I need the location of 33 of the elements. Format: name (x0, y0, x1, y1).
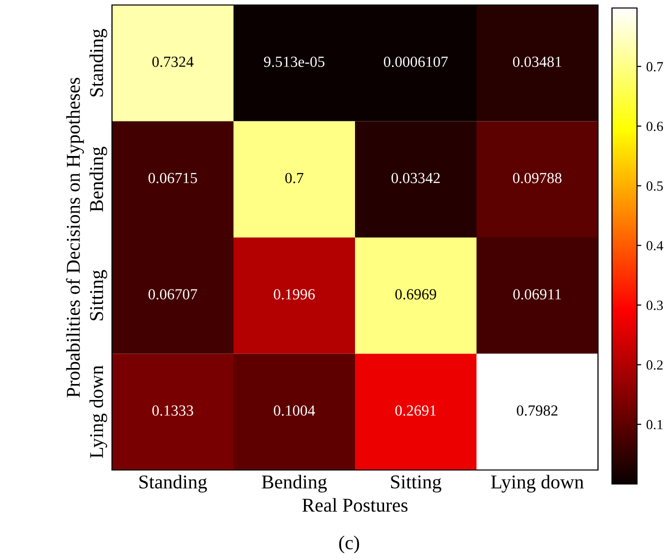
data-label: 0.7 (285, 172, 304, 184)
y-tick-label: Sitting (90, 270, 108, 320)
color-bar-label: 0.6 (646, 122, 663, 132)
data-label: 0.09788 (513, 172, 562, 184)
data-label: 0.1333 (152, 405, 194, 416)
data-label: 0.06715 (148, 172, 197, 184)
text: (c) (339, 536, 360, 554)
data-label: 0.2691 (395, 405, 436, 416)
data-label: 0.1004 (274, 405, 316, 416)
data-label: 0.1996 (274, 289, 315, 300)
data-label: 0.06707 (148, 289, 198, 300)
data-label: 0.7982 (516, 405, 558, 416)
x-tick-label: Bending (262, 474, 327, 493)
data-label: 0.7324 (152, 56, 194, 68)
data-label: 0.06911 (513, 289, 561, 300)
x-axis-title: Real Postures (302, 498, 408, 512)
color-bar-label: 0.7 (646, 62, 663, 72)
x-tick-label: Sitting (391, 475, 442, 492)
data-label: 9.513e-05 (264, 56, 324, 68)
data-label: 0.03481 (513, 56, 562, 68)
y-tick-label: Standing (89, 28, 108, 96)
y-tick-label: Bending (89, 146, 108, 212)
color-bar-label: 0.3 (646, 300, 663, 310)
color-bar-label: 0.5 (646, 181, 663, 191)
data-label: 0.6969 (395, 289, 436, 300)
color-bar-label: 0.2 (646, 360, 663, 370)
x-tick-label: Standing (139, 474, 207, 493)
color-bar-label: 0.1 (646, 420, 663, 430)
color-bar-label: 0.4 (646, 240, 664, 250)
data-label: 0.0006107 (384, 56, 448, 68)
x-tick-label: Lying down (491, 474, 584, 493)
data-label: 0.03342 (392, 172, 440, 184)
y-axis-title: Probabilities of Decisions on Hypotheses (66, 78, 84, 398)
